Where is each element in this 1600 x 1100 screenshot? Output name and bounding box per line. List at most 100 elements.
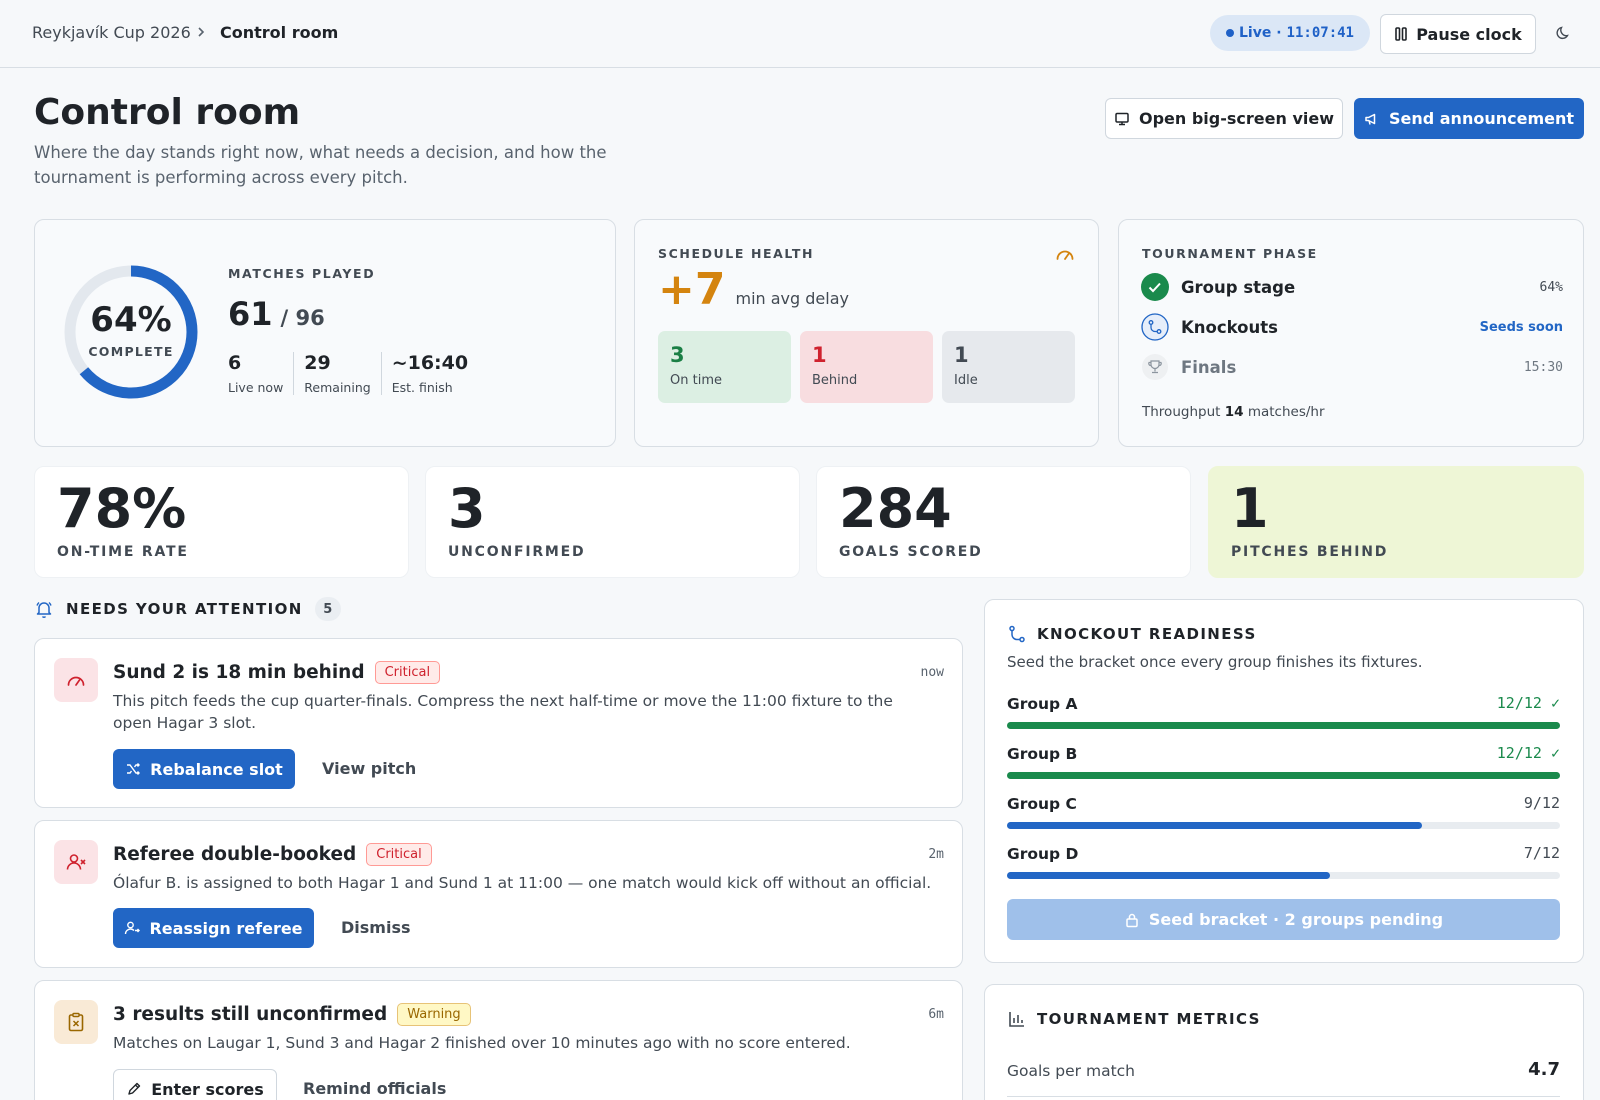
- attention-item-desc: This pitch feeds the cup quarter-finals.…: [113, 692, 893, 732]
- behind-pill: 1 Behind: [800, 331, 933, 403]
- est-finish-stat: ~16:40 Est. finish: [382, 352, 468, 395]
- throughput-prefix: Throughput: [1142, 404, 1221, 420]
- tournament-metrics-caption: TOURNAMENT METRICS: [1037, 1010, 1261, 1028]
- attention-item-title: Sund 2 is 18 min behind: [113, 662, 365, 683]
- dismiss-button[interactable]: Dismiss: [341, 918, 411, 937]
- check-circle-icon: [1141, 273, 1169, 301]
- on-time-label: On time: [670, 373, 722, 388]
- megaphone-icon: [1364, 111, 1380, 127]
- unconfirmed-value: 3: [448, 477, 486, 540]
- est-finish-label: Est. finish: [391, 380, 453, 395]
- live-now-label: Live now: [228, 380, 284, 395]
- remaining-value: 29: [304, 352, 331, 374]
- tournament-metrics-card: TOURNAMENT METRICS Goals per match 4.7: [984, 984, 1584, 1100]
- group-count: 9/12: [1523, 794, 1560, 812]
- pause-icon: [1394, 26, 1408, 42]
- remaining-stat: 29 Remaining: [294, 352, 382, 395]
- goals-scored-value: 284: [839, 477, 952, 540]
- group-progress-bar: [1007, 872, 1560, 879]
- trophy-icon: [1141, 353, 1169, 381]
- throughput-line: Throughput 14 matches/hr: [1142, 404, 1325, 420]
- matches-progress-card: 64% COMPLETE MATCHES PLAYED 61 / 96 6 Li…: [34, 219, 616, 447]
- pause-clock-button[interactable]: Pause clock: [1380, 14, 1536, 54]
- goals-scored-label: GOALS SCORED: [839, 544, 983, 560]
- phase-group-stage-name: Group stage: [1181, 277, 1296, 297]
- enter-scores-label: Enter scores: [151, 1079, 264, 1099]
- schedule-health-caption: SCHEDULE HEALTH: [658, 246, 815, 261]
- live-clock-badge: Live · 11:07:41: [1210, 15, 1370, 51]
- bar-chart-icon: [1007, 1009, 1027, 1029]
- live-dot-icon: [1226, 29, 1234, 37]
- bell-icon: [34, 599, 54, 619]
- tournament-phase-card: TOURNAMENT PHASE Group stage 64% Knockou…: [1118, 219, 1584, 447]
- view-pitch-button[interactable]: View pitch: [322, 759, 417, 778]
- chevron-right-icon: [195, 26, 207, 38]
- seed-bracket-button[interactable]: Seed bracket · 2 groups pending: [1007, 899, 1560, 940]
- group-name: Group C: [1007, 795, 1077, 813]
- user-x-icon: [54, 840, 98, 884]
- phase-row-group-stage: Group stage 64%: [1141, 273, 1563, 301]
- pitches-behind-label: PITCHES BEHIND: [1231, 544, 1389, 560]
- est-finish-value: ~16:40: [391, 352, 469, 374]
- breadcrumb-parent[interactable]: Reykjavík Cup 2026: [32, 23, 191, 42]
- pause-clock-label: Pause clock: [1416, 24, 1522, 44]
- goals-scored-tile: 284 GOALS SCORED: [816, 466, 1191, 578]
- enter-scores-button[interactable]: Enter scores: [113, 1069, 277, 1100]
- phase-row-knockouts: Knockouts Seeds soon: [1141, 313, 1563, 341]
- send-announcement-label: Send announcement: [1388, 109, 1575, 128]
- seed-bracket-label: Seed bracket · 2 groups pending: [1148, 910, 1444, 929]
- attention-item-pitch-behind: Sund 2 is 18 min behind Critical now Thi…: [34, 638, 963, 808]
- throughput-value: 14: [1224, 404, 1244, 420]
- on-time-rate-label: ON-TIME RATE: [57, 544, 189, 560]
- metric-row: Goals per match 4.7: [1007, 1059, 1560, 1097]
- monitor-icon: [1114, 111, 1130, 127]
- shuffle-icon: [125, 761, 141, 777]
- rebalance-slot-button[interactable]: Rebalance slot: [113, 749, 295, 789]
- attention-item-time: now: [920, 665, 944, 680]
- critical-badge: Critical: [366, 843, 432, 866]
- lock-icon: [1124, 912, 1140, 928]
- attention-count-badge: 5: [314, 597, 341, 621]
- gauge-icon: [1055, 244, 1075, 262]
- group-name: Group D: [1007, 845, 1079, 863]
- reassign-referee-label: Reassign referee: [149, 918, 303, 938]
- avg-delay-value: +7: [658, 264, 726, 315]
- completion-label: COMPLETE: [88, 344, 174, 359]
- attention-header: NEEDS YOUR ATTENTION 5: [34, 597, 341, 621]
- phase-knockouts-name: Knockouts: [1181, 317, 1278, 337]
- group-progress-fill: [1007, 772, 1560, 779]
- reassign-referee-button[interactable]: Reassign referee: [113, 908, 314, 948]
- idle-label: Idle: [954, 373, 978, 388]
- phase-row-finals: Finals 15:30: [1141, 353, 1563, 381]
- live-now-stat: 6 Live now: [228, 352, 295, 395]
- bracket-icon: [1141, 313, 1169, 341]
- critical-badge: Critical: [374, 661, 441, 684]
- group-progress-fill: [1007, 872, 1330, 879]
- idle-count: 1: [954, 343, 969, 367]
- rebalance-slot-label: Rebalance slot: [150, 759, 283, 779]
- group-count: 12/12 ✓: [1496, 744, 1560, 762]
- knockout-readiness-card: KNOCKOUT READINESS Seed the bracket once…: [984, 599, 1584, 963]
- metric-label: Goals per match: [1007, 1062, 1135, 1080]
- knockout-readiness-caption: KNOCKOUT READINESS: [1037, 625, 1257, 643]
- group-progress-fill: [1007, 722, 1560, 729]
- open-big-screen-button[interactable]: Open big-screen view: [1105, 98, 1343, 139]
- live-clock: 11:07:41: [1286, 25, 1354, 41]
- attention-item-desc: Ólafur B. is assigned to both Hagar 1 an…: [113, 874, 932, 892]
- knockout-readiness-subtitle: Seed the bracket once every group finish…: [1007, 653, 1423, 671]
- remind-officials-button[interactable]: Remind officials: [303, 1079, 447, 1098]
- attention-item-title: Referee double-booked: [113, 844, 357, 865]
- matches-played-value: 61: [228, 295, 273, 333]
- remaining-label: Remaining: [304, 380, 371, 395]
- live-label: Live ·: [1239, 25, 1282, 41]
- group-progress-bar: [1007, 822, 1560, 829]
- group-progress-bar: [1007, 722, 1560, 729]
- attention-item-unconfirmed: 3 results still unconfirmed Warning 6m M…: [34, 980, 963, 1100]
- group-progress-fill: [1007, 822, 1422, 829]
- send-announcement-button[interactable]: Send announcement: [1354, 98, 1584, 139]
- throughput-suffix: matches/hr: [1247, 404, 1325, 420]
- attention-item-title: 3 results still unconfirmed: [113, 1004, 388, 1025]
- speedometer-icon: [54, 658, 98, 702]
- theme-toggle-moon-icon[interactable]: [1556, 25, 1572, 41]
- phase-group-stage-meta: 64%: [1539, 279, 1563, 295]
